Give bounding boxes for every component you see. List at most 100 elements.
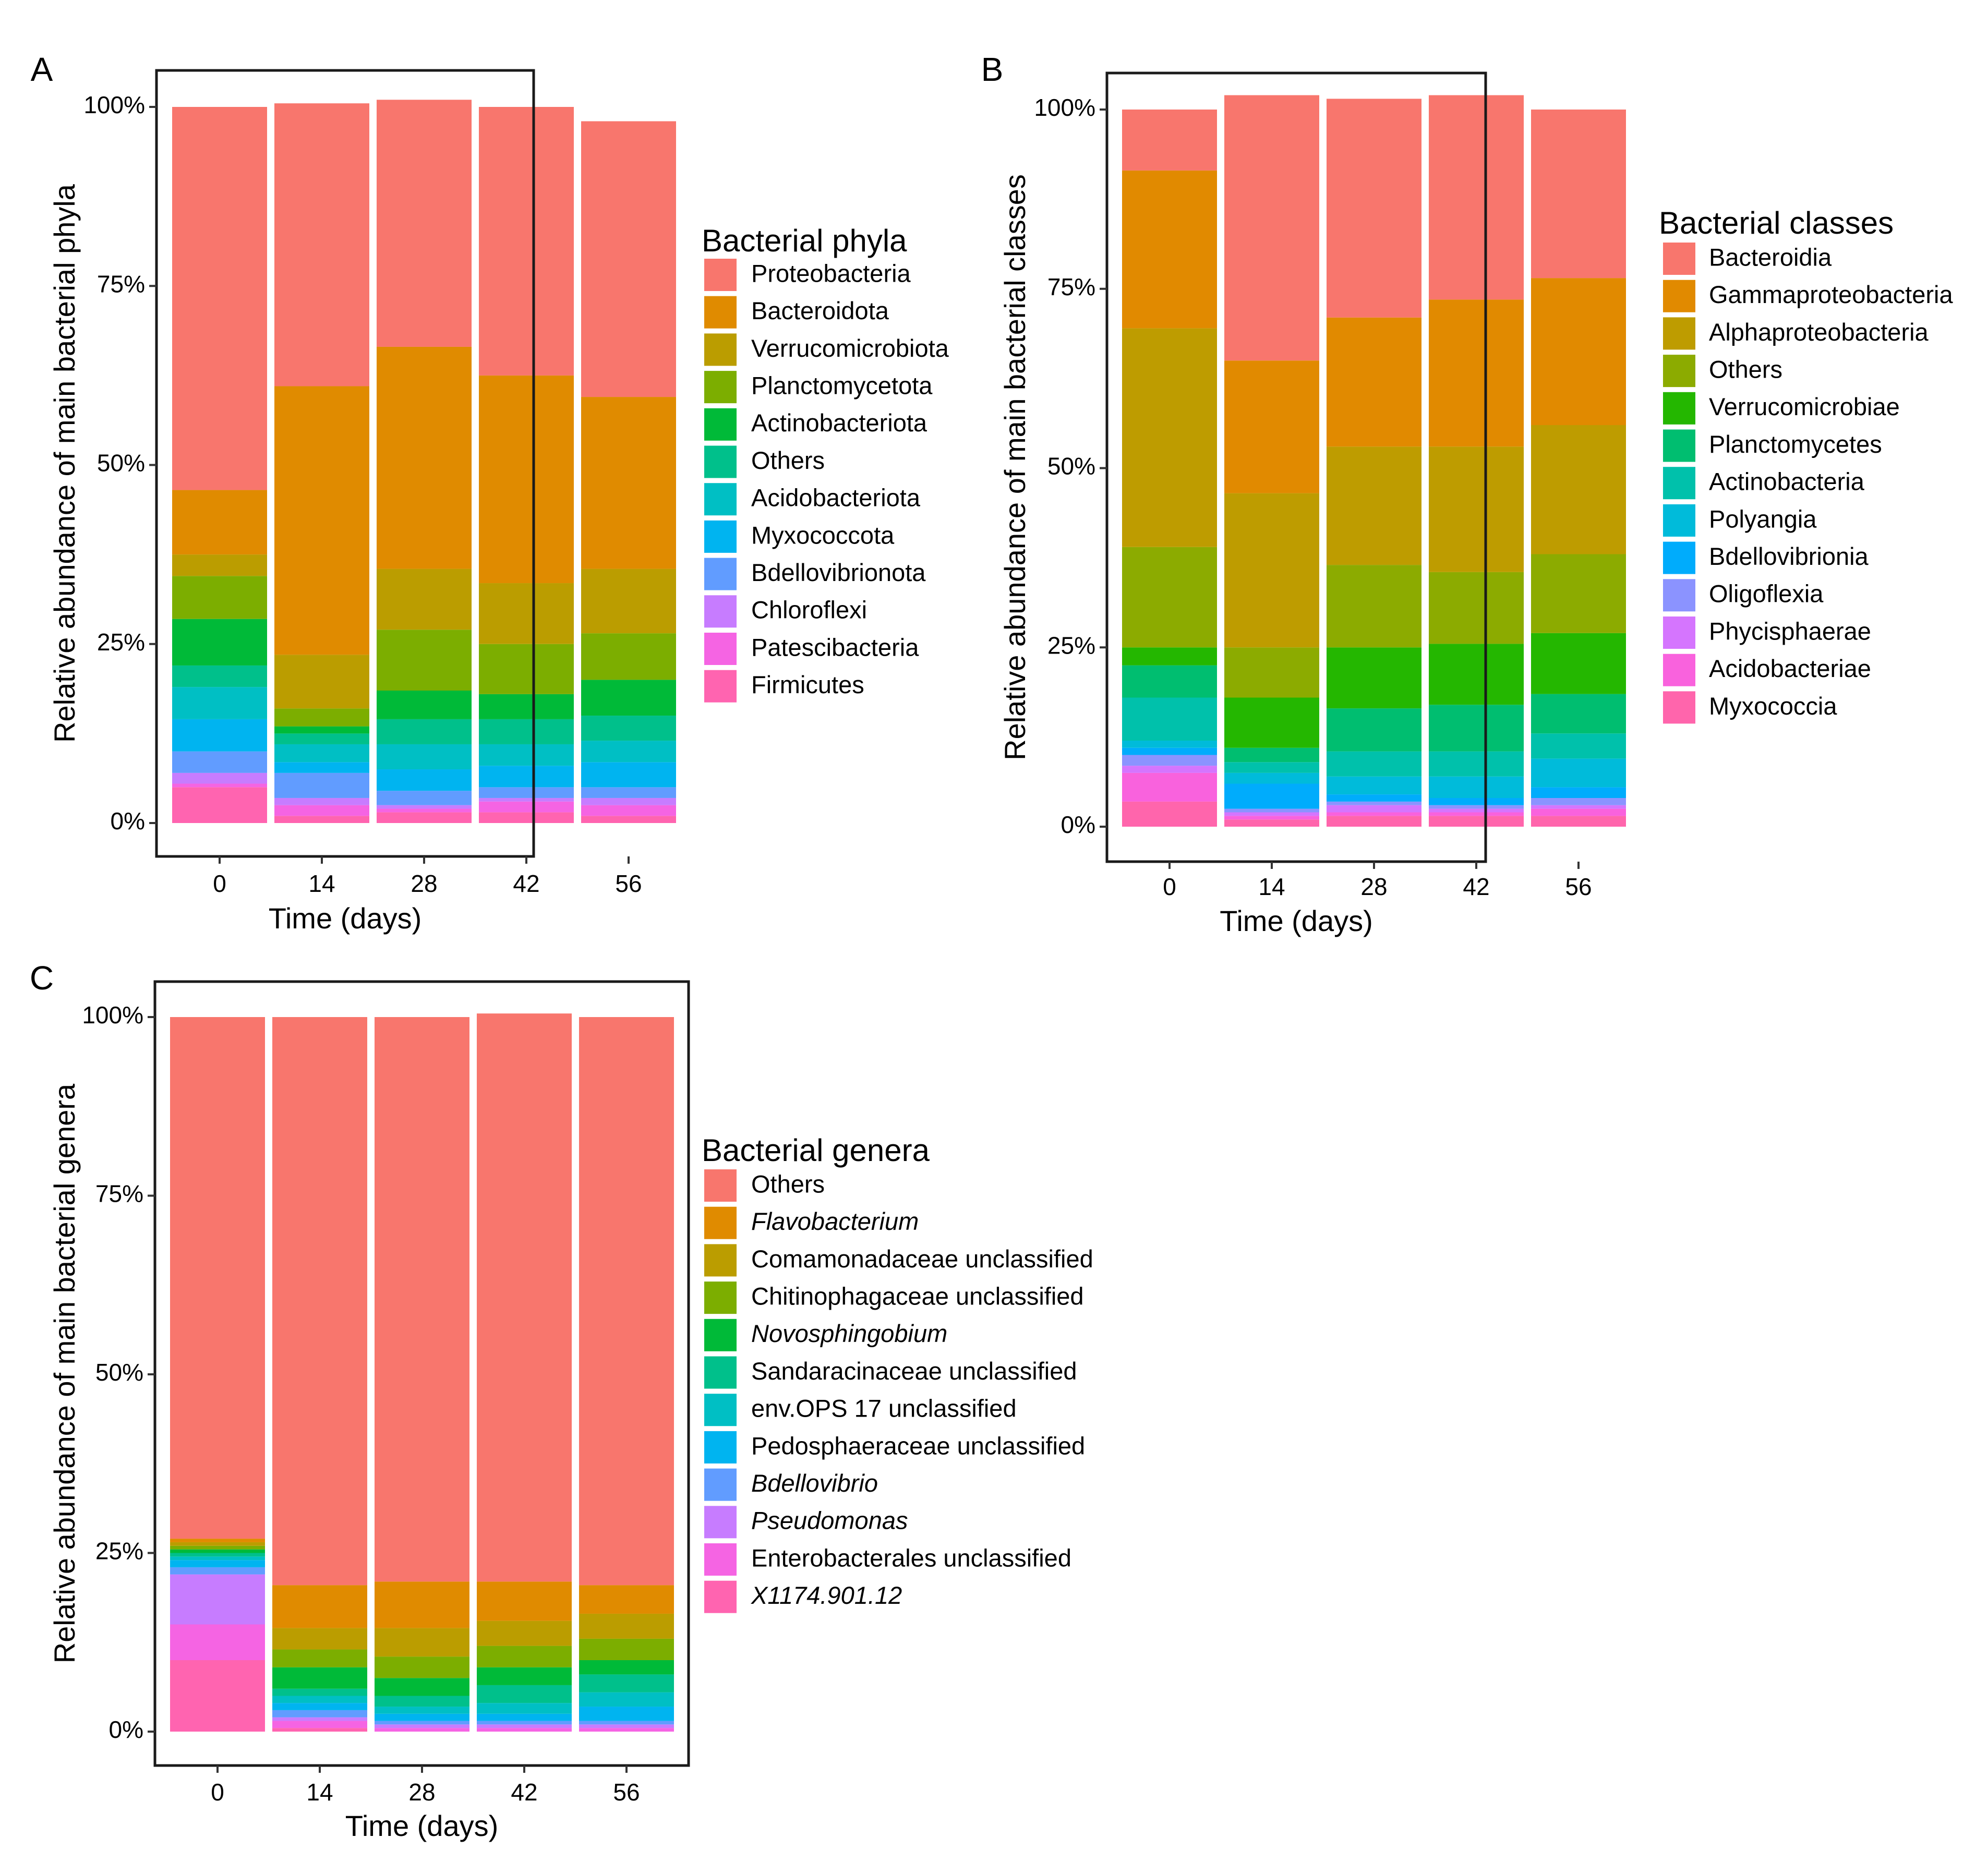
legend-swatch	[1663, 317, 1695, 350]
legend-swatch	[704, 1394, 737, 1426]
bar-segment	[1531, 816, 1626, 827]
bar-segment	[170, 1017, 265, 1539]
x-axis-title: Time (days)	[345, 1809, 499, 1842]
legend-item-label: Bdellovibrio	[751, 1469, 878, 1497]
legend-item-label: Novosphingobium	[751, 1320, 947, 1347]
bar-segment	[1531, 425, 1626, 554]
bar-segment	[1327, 446, 1421, 565]
legend-swatch	[704, 1506, 737, 1539]
legend-item-label: Enterobacterales unclassified	[751, 1544, 1071, 1571]
legend-title: Bacterial genera	[702, 1133, 930, 1168]
bar-segment	[375, 1696, 469, 1707]
x-axis-title: Time (days)	[269, 902, 422, 935]
bar-segment	[581, 121, 676, 397]
bar-segment	[274, 708, 369, 727]
legend-swatch	[704, 333, 737, 366]
bar-segment	[1531, 733, 1626, 759]
bar-segment	[1429, 798, 1524, 805]
bar-segment	[375, 1581, 469, 1628]
legend-item-label: Firmicutes	[751, 671, 864, 698]
bar-segment	[479, 375, 574, 584]
x-tick-label: 0	[1163, 873, 1176, 900]
legend-item-label: Planctomycetota	[751, 372, 933, 400]
legend-item-label: Myxococcia	[1709, 692, 1837, 720]
legend-swatch	[1663, 355, 1695, 388]
y-tick-label: 25%	[95, 1538, 143, 1565]
legend-swatch	[704, 259, 737, 291]
bar-segment	[581, 787, 676, 798]
bar-segment	[1224, 747, 1319, 763]
legend-item-label: Verrucomicrobiota	[751, 334, 949, 362]
y-tick-label: 50%	[97, 450, 145, 477]
legend-swatch	[704, 1431, 737, 1464]
bar-segment	[172, 107, 267, 490]
bar-segment	[477, 1703, 572, 1714]
bar-segment	[479, 644, 574, 694]
legend-item-label: Bacteroidia	[1709, 243, 1832, 271]
bar-segment	[272, 1728, 367, 1732]
bar-segment	[581, 680, 676, 716]
bar-segment	[170, 1553, 265, 1557]
bar-segment	[1327, 317, 1421, 447]
bar-segment	[274, 797, 369, 805]
y-axis-title: Relative abundance of main bacterial cla…	[998, 174, 1031, 760]
bar-segment	[377, 744, 472, 770]
legend-swatch	[704, 1244, 737, 1277]
y-tick-label: 100%	[1034, 94, 1095, 121]
legend-item-label: Acidobacteriae	[1709, 655, 1871, 682]
bar-segment	[581, 569, 676, 634]
bar-segment	[1224, 493, 1319, 648]
x-tick-label: 0	[213, 870, 226, 897]
bar-segment	[172, 687, 267, 719]
bar-segment	[172, 619, 267, 666]
legend-swatch	[704, 1206, 737, 1239]
x-tick-label: 28	[1360, 873, 1387, 900]
panel-c: C 0% 25% 50% 75% 100% 0 14 28 42 56 Time (days) Rela…	[30, 959, 1093, 1842]
bar-segment	[375, 1721, 469, 1725]
bar-segment	[477, 1013, 572, 1582]
legend-swatch	[704, 1468, 737, 1501]
x-tick-label: 28	[408, 1779, 435, 1806]
bar-segment	[1531, 278, 1626, 425]
bar-segment	[272, 1628, 367, 1650]
bar-segment	[172, 787, 267, 823]
bar-segment	[1429, 299, 1524, 447]
bar-segment	[579, 1674, 674, 1692]
legend-item-label: Others	[751, 1170, 825, 1198]
bar-segment	[579, 1728, 674, 1732]
bar-segment	[581, 716, 676, 741]
bar-segment	[581, 762, 676, 788]
bar-segment	[1224, 647, 1319, 698]
bar-segment	[1122, 766, 1217, 773]
legend-item-label: Flavobacterium	[751, 1207, 919, 1235]
bar-segment	[1327, 805, 1421, 813]
bar-segment	[477, 1713, 572, 1721]
bar-segment	[1327, 708, 1421, 752]
bar-segment	[1224, 812, 1319, 816]
bar-segment	[579, 1017, 674, 1586]
y-tick-label: 0%	[109, 1716, 143, 1743]
legend-swatch	[704, 1169, 737, 1202]
bar-segment	[581, 805, 676, 816]
bar-segment	[274, 386, 369, 655]
bar-segment	[1429, 808, 1524, 813]
legend-swatch	[1663, 243, 1695, 275]
x-tick-label: 14	[308, 870, 335, 897]
x-tick-label: 14	[1258, 873, 1285, 900]
bar-segment	[581, 797, 676, 805]
bar-segment	[1122, 547, 1217, 648]
bar-segment	[170, 1567, 265, 1575]
panel-letter: C	[30, 959, 54, 997]
bar-segment	[1327, 816, 1421, 827]
bar-segment	[479, 787, 574, 798]
bar-segment	[274, 744, 369, 763]
bar-segment	[579, 1692, 674, 1707]
bar-segment	[477, 1667, 572, 1685]
bars	[170, 1013, 674, 1732]
bar-segment	[1429, 95, 1524, 300]
bar-segment	[172, 576, 267, 619]
bar-segment	[579, 1585, 674, 1614]
